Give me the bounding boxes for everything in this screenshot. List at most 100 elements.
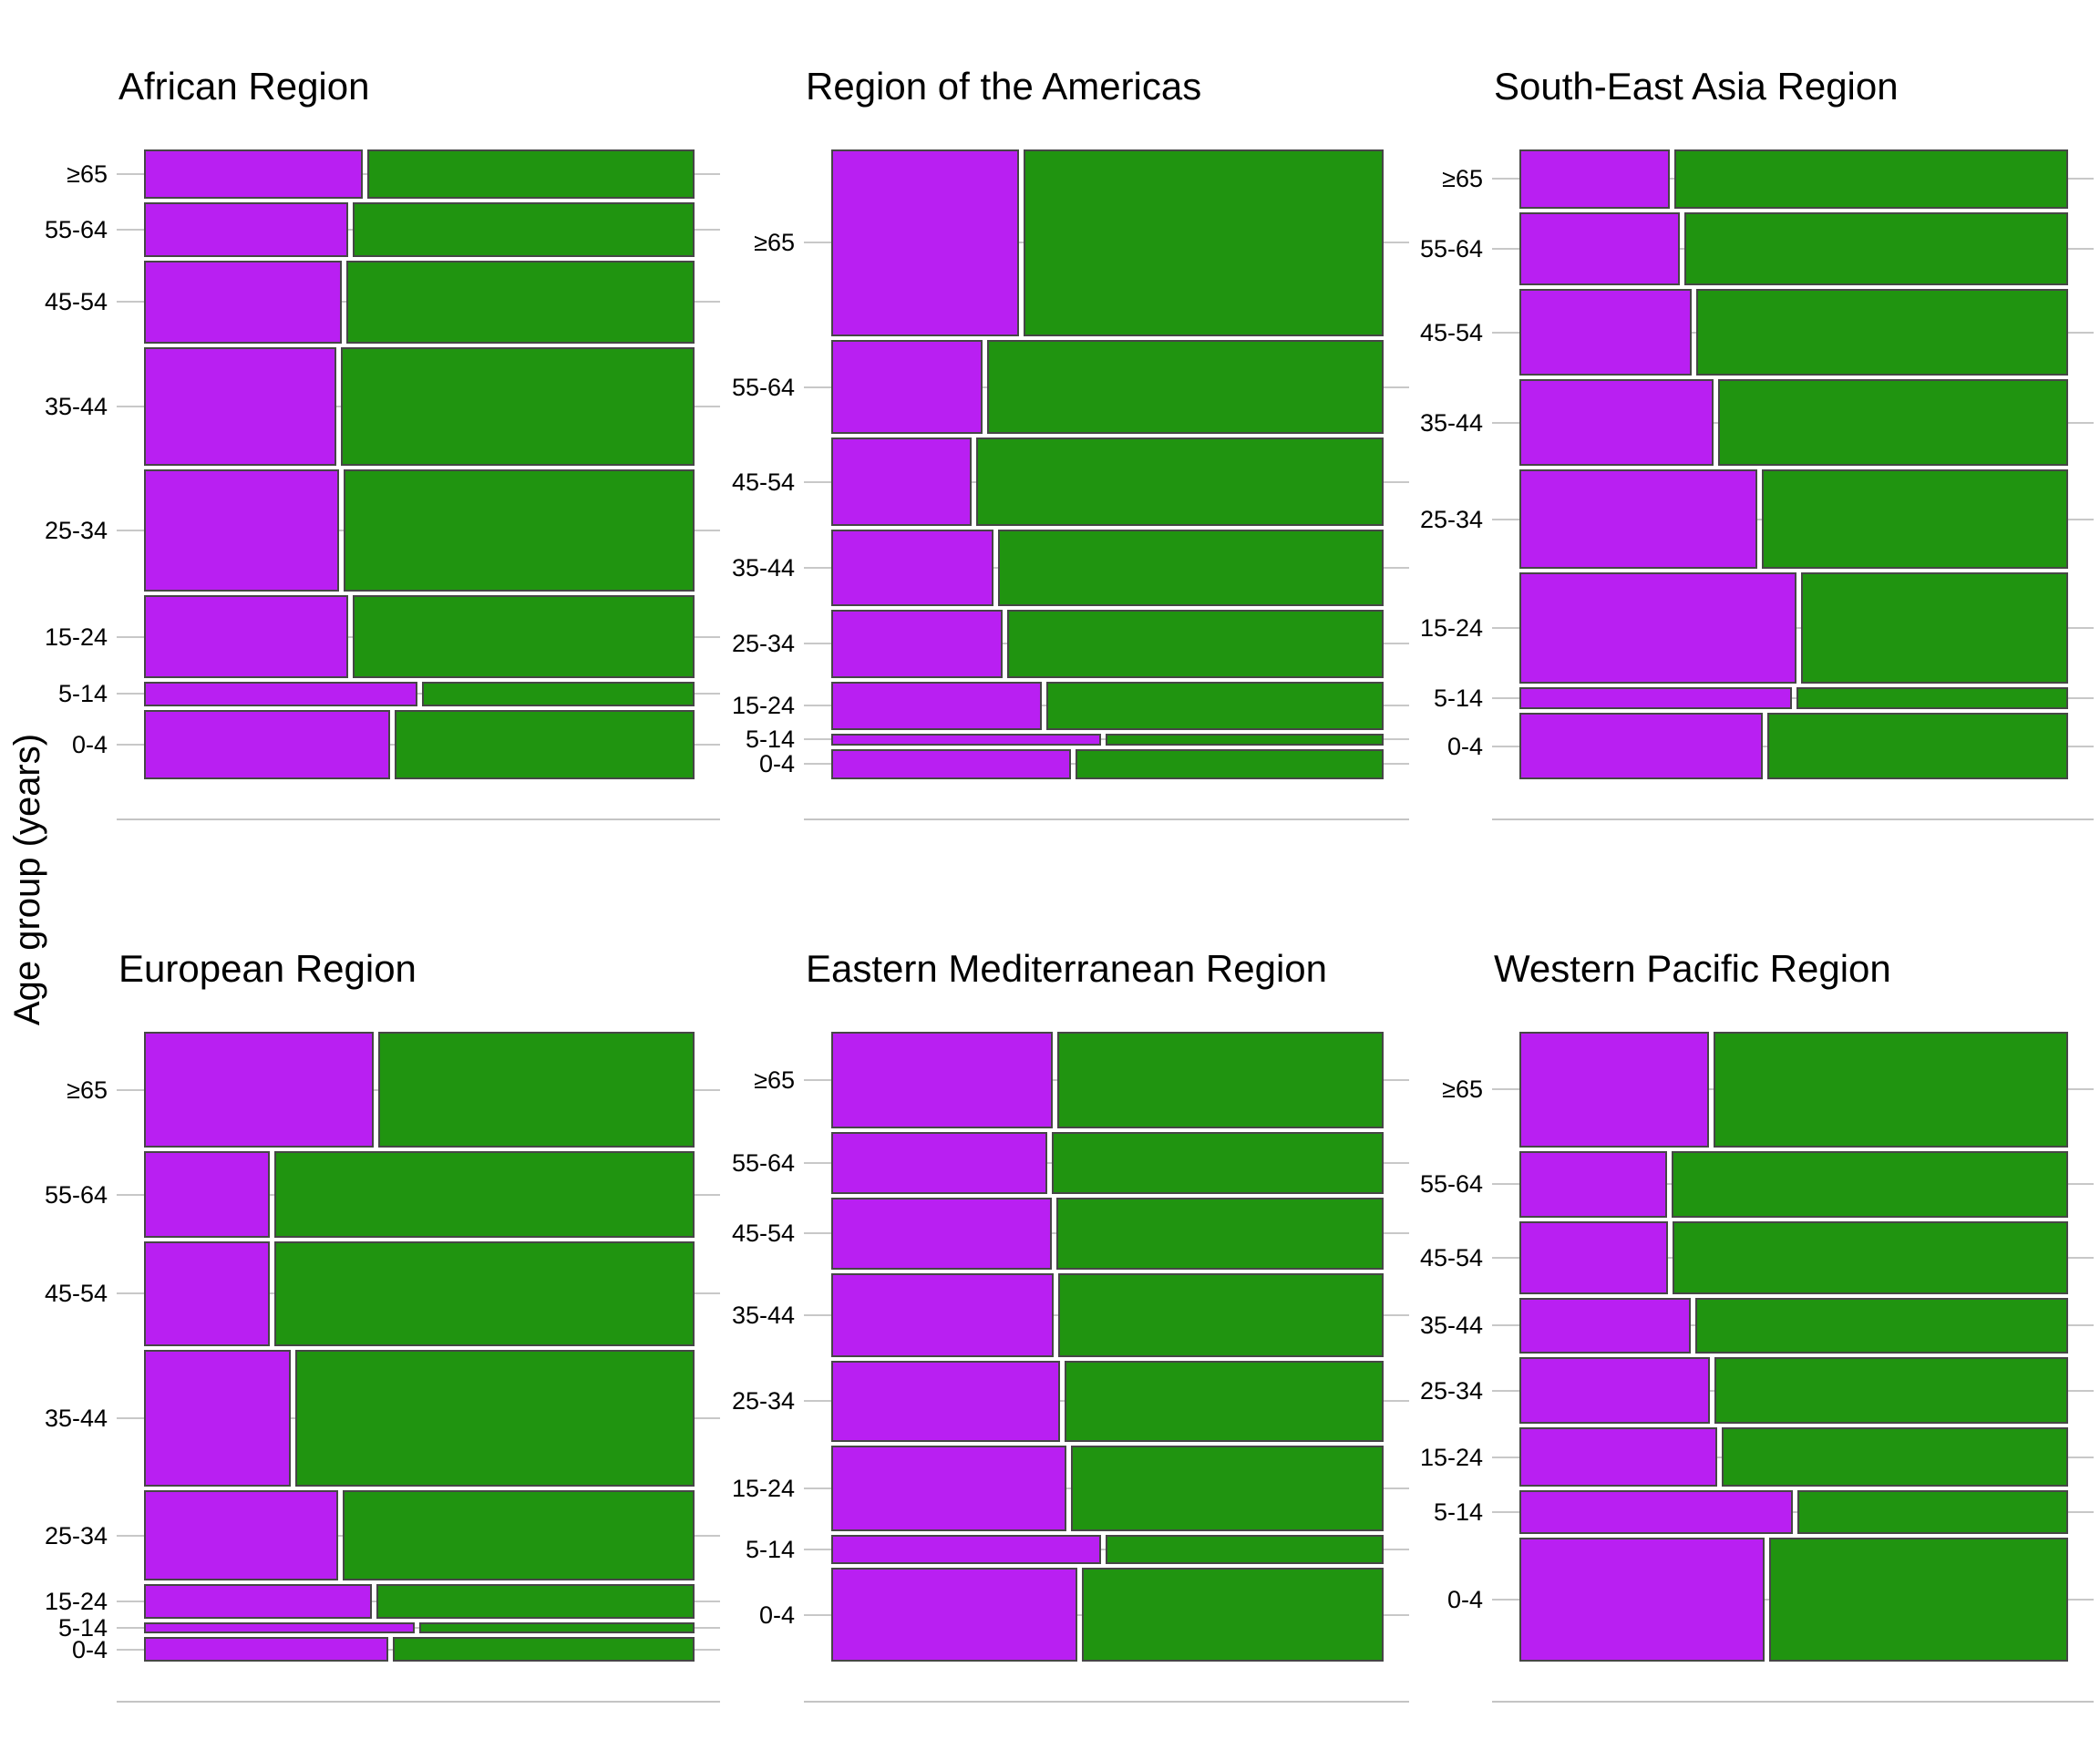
purple-segment bbox=[144, 1151, 270, 1239]
green-segment bbox=[1713, 1032, 2068, 1148]
age-tick-label: ≥65 bbox=[67, 1076, 108, 1104]
age-tick-label: 0-4 bbox=[758, 1601, 795, 1629]
age-tick-label: ≥65 bbox=[754, 229, 795, 257]
panel-african-region: African Region ≥65 55-64 45-54 35-44 25-34 15… bbox=[45, 66, 720, 820]
age-tick-label: 45-54 bbox=[731, 468, 795, 496]
age-bar-row bbox=[831, 530, 1384, 606]
age-tick-label: 0-4 bbox=[71, 1635, 108, 1663]
age-tick-label: 5-14 bbox=[745, 1536, 795, 1564]
green-segment bbox=[1767, 713, 2068, 779]
green-segment bbox=[1684, 211, 2068, 286]
green-segment bbox=[1046, 682, 1384, 730]
green-segment bbox=[1762, 469, 2068, 570]
age-bar-row bbox=[1519, 1221, 2068, 1294]
age-bar-row bbox=[144, 1584, 695, 1619]
age-bar-row bbox=[1519, 1538, 2068, 1662]
age-bar-row bbox=[144, 1151, 695, 1239]
purple-segment bbox=[1519, 211, 1681, 286]
purple-segment bbox=[1519, 1297, 1692, 1354]
purple-segment bbox=[144, 1241, 271, 1346]
green-segment bbox=[998, 530, 1384, 606]
purple-segment bbox=[1519, 469, 1758, 570]
green-segment bbox=[1721, 1427, 2068, 1488]
age-bar-row bbox=[831, 1197, 1384, 1271]
purple-segment bbox=[1519, 1356, 1710, 1425]
purple-segment bbox=[144, 201, 349, 258]
green-segment bbox=[1064, 1360, 1384, 1442]
green-segment bbox=[377, 1032, 695, 1148]
age-bar-row bbox=[831, 748, 1384, 779]
age-tick-label: 55-64 bbox=[731, 1148, 795, 1177]
green-segment bbox=[1797, 1490, 2068, 1535]
age-tick-label: 25-34 bbox=[731, 630, 795, 658]
age-bar-row bbox=[144, 1241, 695, 1346]
age-tick-label: 25-34 bbox=[1419, 505, 1483, 533]
panel-title: Western Pacific Region bbox=[1494, 947, 1891, 990]
purple-segment bbox=[1519, 1490, 1794, 1535]
purple-segment bbox=[1519, 149, 1671, 209]
age-tick-label: 25-34 bbox=[731, 1387, 795, 1415]
green-segment bbox=[1058, 1273, 1384, 1357]
age-tick-label: 5-14 bbox=[745, 726, 795, 754]
panel-title: European Region bbox=[118, 947, 417, 990]
green-segment bbox=[975, 438, 1384, 527]
age-tick-label: 35-44 bbox=[44, 1405, 108, 1433]
age-tick-label: 55-64 bbox=[1419, 235, 1483, 263]
age-tick-label: ≥65 bbox=[754, 1066, 795, 1095]
age-bar-row bbox=[831, 438, 1384, 527]
green-segment bbox=[1674, 149, 2068, 209]
age-bar-row bbox=[831, 1132, 1384, 1194]
green-segment bbox=[1769, 1538, 2068, 1662]
age-bar-row bbox=[831, 1445, 1384, 1532]
panel-western-pacific-region: Western Pacific Region ≥65 55-64 45-54 35-4… bbox=[1420, 948, 2094, 1703]
age-bar-row bbox=[1519, 379, 2068, 467]
age-bar-row bbox=[831, 1568, 1384, 1662]
purple-segment bbox=[1519, 1427, 1717, 1488]
age-tick-label: 35-44 bbox=[731, 1302, 795, 1329]
age-tick-label: 5-14 bbox=[1433, 1498, 1483, 1527]
age-bar-row bbox=[831, 1360, 1384, 1442]
age-tick-label: 0-4 bbox=[1446, 732, 1483, 760]
purple-segment bbox=[831, 339, 983, 435]
age-bar-row bbox=[144, 682, 695, 706]
purple-segment bbox=[144, 469, 339, 592]
age-bar-row bbox=[1519, 149, 2068, 209]
panel-title: Region of the Americas bbox=[806, 65, 1202, 108]
age-bar-row bbox=[1519, 1297, 2068, 1354]
age-bar-row bbox=[144, 149, 695, 199]
age-tick-label: 55-64 bbox=[44, 215, 108, 243]
age-bar-row bbox=[144, 1490, 695, 1581]
green-segment bbox=[1071, 1445, 1384, 1532]
purple-segment bbox=[831, 1535, 1101, 1565]
green-segment bbox=[343, 469, 695, 592]
purple-segment bbox=[831, 748, 1071, 779]
panel-european-region: European Region ≥65 55-64 45-54 35-44 25-34 1… bbox=[45, 948, 720, 1703]
purple-segment bbox=[1519, 289, 1693, 376]
green-segment bbox=[345, 261, 695, 344]
green-segment bbox=[1075, 748, 1384, 779]
age-tick-label: 0-4 bbox=[1446, 1586, 1483, 1614]
age-tick-label: ≥65 bbox=[1442, 1076, 1483, 1104]
age-bar-row bbox=[1519, 572, 2068, 684]
purple-segment bbox=[144, 1584, 372, 1619]
age-tick-label: 45-54 bbox=[1419, 1244, 1483, 1271]
purple-segment bbox=[1519, 379, 1714, 467]
green-segment bbox=[1717, 379, 2068, 467]
green-segment bbox=[1057, 1032, 1384, 1129]
age-bar-row bbox=[831, 609, 1384, 679]
purple-segment bbox=[831, 1032, 1054, 1129]
age-tick-label: 5-14 bbox=[57, 1614, 108, 1642]
panel-title: African Region bbox=[118, 65, 370, 108]
age-tick-label: 5-14 bbox=[1433, 684, 1483, 712]
age-tick-label: 15-24 bbox=[44, 1587, 108, 1615]
age-tick-label: 55-64 bbox=[731, 373, 795, 401]
purple-segment bbox=[831, 1360, 1060, 1442]
age-bar-row bbox=[831, 682, 1384, 730]
age-tick-label: ≥65 bbox=[67, 160, 108, 188]
age-tick-label: 0-4 bbox=[71, 730, 108, 758]
x-axis-line bbox=[1492, 1701, 2094, 1703]
purple-segment bbox=[144, 709, 390, 779]
panel-south-east-asia-region: South-East Asia Region ≥65 55-64 45-54 35-4… bbox=[1420, 66, 2094, 820]
age-bar-row bbox=[144, 1349, 695, 1488]
